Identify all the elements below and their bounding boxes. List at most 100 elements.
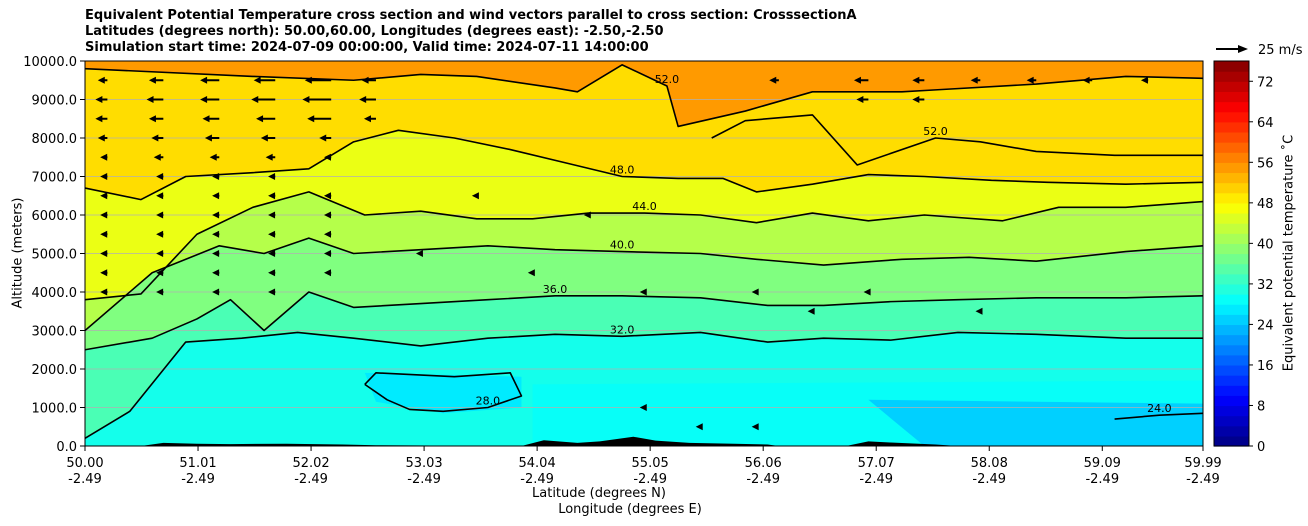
wind-vector-45 — [324, 192, 332, 200]
wind-vector-52 — [156, 230, 164, 238]
colorbar-segment-17 — [1214, 263, 1249, 275]
wind-vector-50 — [324, 211, 332, 219]
contour-label-24-8: 24.0 — [1147, 402, 1172, 415]
theta-e-field — [85, 61, 1203, 446]
wind-vector-head — [204, 134, 212, 142]
wind-vector-31 — [319, 134, 332, 142]
y-tick-label-1: 1000.0 — [32, 402, 78, 417]
contour-label-36-5: 36.0 — [543, 283, 568, 296]
colorbar-segment-8 — [1214, 354, 1249, 366]
wind-vector-head — [912, 76, 920, 84]
colorbar-segment-15 — [1214, 283, 1249, 295]
wind-vector-head — [268, 288, 276, 296]
contour-label-52-1: 52.0 — [923, 125, 948, 138]
colorbar-segment-2 — [1214, 415, 1249, 427]
y-tick-label-6: 6000.0 — [32, 209, 78, 224]
terrain — [140, 436, 958, 446]
wind-vector-56 — [100, 250, 108, 257]
colorbar-segment-36 — [1214, 71, 1249, 82]
wind-vector-head — [856, 96, 864, 103]
wind-vector-75 — [751, 288, 759, 296]
colorbar-tick-label-0: 0 — [1257, 440, 1265, 455]
wind-vector-head — [97, 76, 105, 84]
wind-vector-head — [769, 76, 777, 84]
colorbar-tick-label-4: 32 — [1257, 278, 1274, 293]
wind-vectors — [95, 76, 1149, 431]
wind-vector-57 — [156, 250, 164, 257]
wind-vector-68 — [212, 288, 220, 296]
wind-vector-head — [212, 269, 220, 277]
wind-vector-head — [304, 76, 312, 84]
colorbar-segment-14 — [1214, 294, 1249, 305]
y-tick-label-0: 0.0 — [56, 440, 77, 455]
wind-vector-55 — [324, 230, 332, 238]
colorbar-tick-label-3: 24 — [1257, 318, 1274, 333]
contour-32-6 — [85, 331, 1203, 439]
wind-vector-head — [853, 76, 861, 84]
wind-vector-20 — [912, 96, 925, 103]
wind-vector-head — [527, 269, 535, 277]
wind-vector-69 — [268, 288, 276, 296]
colorbar-segment-29 — [1214, 142, 1249, 153]
contour-24-8 — [1114, 412, 1203, 420]
colorbar-segment-21 — [1214, 223, 1249, 234]
wind-vector-head — [324, 269, 332, 277]
wind-vector-head — [970, 76, 978, 84]
wind-vector-39 — [212, 173, 220, 180]
colorbar-segment-30 — [1214, 131, 1249, 143]
wind-vector-62 — [156, 269, 164, 277]
wind-vector-70 — [471, 192, 479, 200]
contour-44-3 — [85, 191, 1203, 301]
colorbar: 0 8 16 24 32 40 48 56 64 72 — [1213, 60, 1274, 455]
wind-vector-head — [260, 134, 268, 142]
wind-vector-head — [202, 115, 210, 123]
colorbar-tick-label-8: 64 — [1257, 116, 1274, 131]
wind-vector-76 — [863, 288, 871, 296]
wind-vector-67 — [156, 288, 164, 296]
x-tick-label-lon-2: -2.49 — [294, 472, 328, 487]
wind-vector-21 — [95, 115, 108, 123]
contour-label-28-7: 28.0 — [476, 395, 501, 408]
contour-52-1 — [711, 114, 1203, 166]
wind-vector-40 — [268, 173, 276, 180]
wind-vector-28 — [151, 134, 164, 142]
wind-vector-head — [324, 211, 332, 219]
wind-vector-head — [97, 134, 105, 142]
colorbar-label: Equivalent potential temperature ˚C — [1281, 134, 1297, 372]
wind-vector-head — [307, 115, 315, 123]
wind-vector-head — [100, 230, 108, 238]
colorbar-segment-6 — [1214, 375, 1249, 386]
wind-vector-head — [863, 288, 871, 296]
wind-vector-64 — [268, 269, 276, 277]
wind-vector-66 — [100, 288, 108, 296]
field-band-cold-pool — [364, 372, 522, 414]
wind-vector-79 — [639, 404, 647, 411]
wind-vector-head — [100, 173, 108, 180]
x-axis-label-longitude: Longitude (degrees E) — [558, 502, 702, 517]
wind-vector-head — [156, 230, 164, 238]
chart-title-line-2: Latitudes (degrees north): 50.00,60.00, … — [85, 24, 664, 39]
x-tick-label-lon-5: -2.49 — [633, 472, 667, 487]
axes: 50.00-2.4951.01-2.4952.02-2.4953.03-2.49… — [23, 55, 1221, 487]
wind-vector-71 — [583, 211, 591, 219]
colorbar-tick-label-2: 16 — [1257, 359, 1274, 374]
wind-vector-head — [975, 307, 983, 315]
wind-vector-head — [100, 192, 108, 200]
wind-vector-head — [156, 288, 164, 296]
wind-vector-63 — [212, 269, 220, 277]
wind-vector-22 — [148, 115, 164, 123]
contour-28-7 — [364, 372, 523, 413]
wind-vector-14 — [146, 96, 164, 103]
x-tick-label-lat-9: 59.09 — [1084, 456, 1121, 471]
wind-vector-27 — [97, 134, 108, 142]
wind-vector-head — [912, 96, 920, 103]
wind-vector-3 — [253, 76, 276, 84]
wind-vector-head — [153, 153, 161, 161]
colorbar-segment-3 — [1214, 405, 1249, 417]
wind-vector-head — [268, 173, 276, 180]
wind-vector-head — [253, 76, 261, 84]
wind-vector-34 — [209, 153, 220, 161]
colorbar-tick-label-9: 72 — [1257, 75, 1274, 90]
contour-lines: 52.0 52.0 48.0 44.0 40.0 36.0 32.0 28.0 24.0 — [85, 64, 1203, 439]
wind-vector-13 — [95, 96, 108, 103]
